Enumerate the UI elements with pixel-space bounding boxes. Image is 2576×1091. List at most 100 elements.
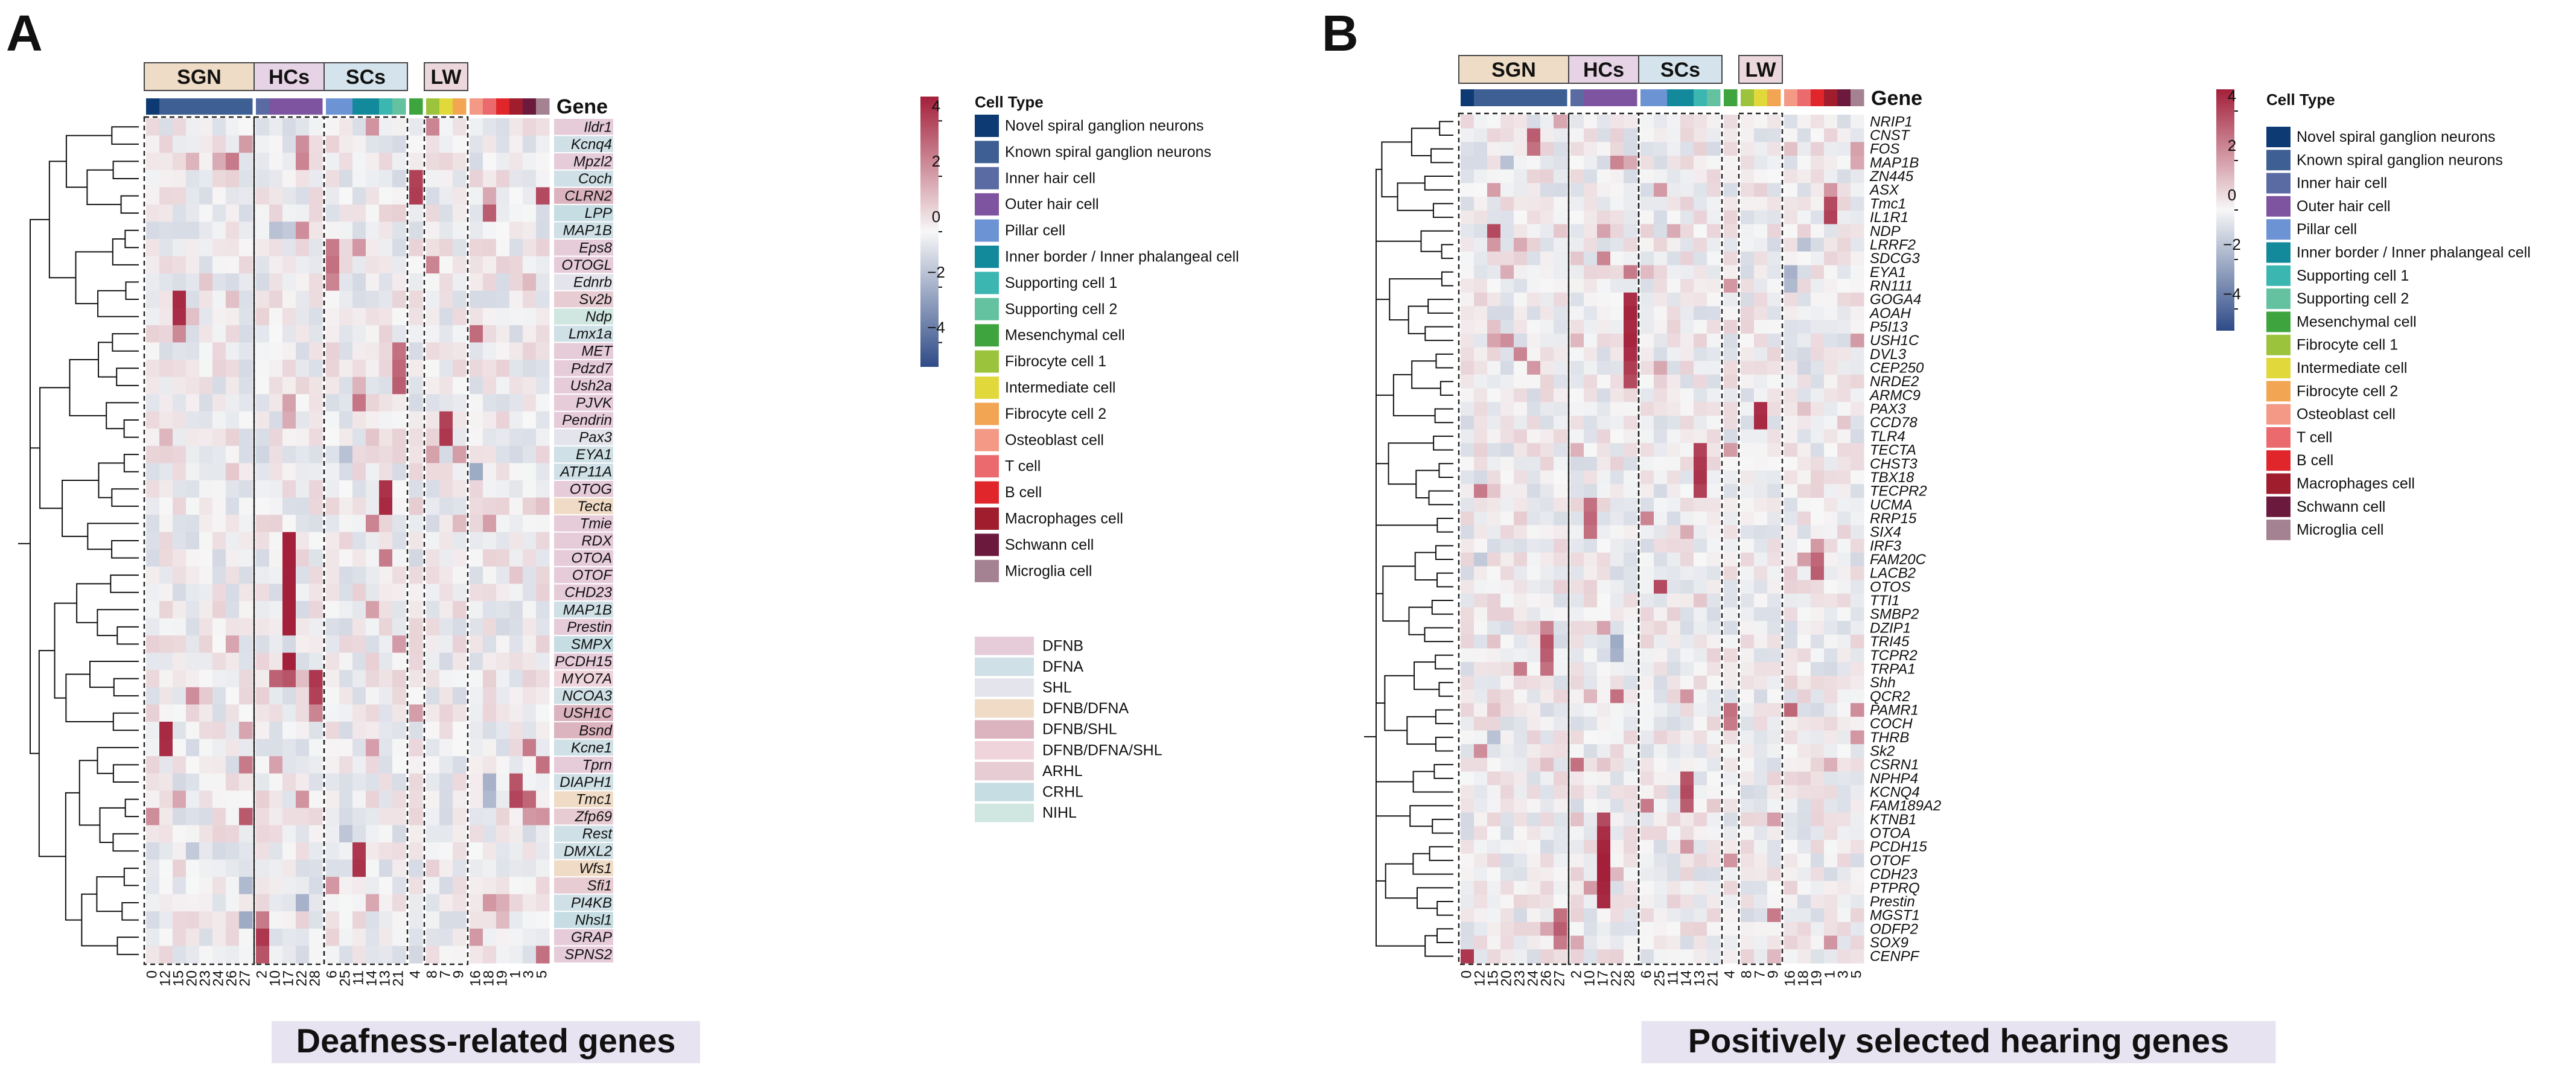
heatmap-cell [1724,224,1738,238]
heatmap-cell [1487,648,1501,663]
heatmap-cell [1707,115,1721,129]
heatmap-cell [296,825,310,843]
heatmap-cell [256,135,270,153]
heatmap-cell [199,394,213,412]
heatmap-cell [282,704,296,722]
heatmap-cell [426,360,440,378]
heatmap-cell [523,928,537,947]
heatmap-cell [1514,812,1528,827]
heatmap-cell [1584,634,1598,649]
heatmap-cell [269,342,283,360]
cluster-label: 3 [1835,970,1851,978]
heatmap-cell [1797,648,1811,663]
heatmap-cell [453,187,467,205]
heatmap-cell [509,549,523,567]
heatmap-cell [496,807,510,826]
heatmap-cell [1741,552,1755,567]
gene-label: Kcne1 [571,740,612,756]
heatmap-cell [379,722,393,740]
heatmap-cell [1514,730,1528,745]
heatmap-cell [1667,402,1681,416]
heatmap-cell [1554,429,1567,444]
heatmap-cell [392,652,406,670]
heatmap-cell [1754,798,1768,813]
heatmap-cell [523,463,537,481]
heatmap-cell [159,601,173,619]
heatmap-cell [1784,730,1798,745]
heatmap-cell [392,170,406,188]
heatmap-cell [1741,333,1755,348]
heatmap-cell [1624,333,1637,348]
heatmap-cell [339,256,353,274]
heatmap-cell [1624,921,1637,937]
heatmap-cell [226,463,240,481]
heatmap-cell [1767,867,1781,882]
heatmap-cell [1851,662,1864,676]
heatmap-cell [1554,169,1567,183]
heatmap-cell [1610,265,1624,279]
heatmap-cell [212,670,226,688]
heatmap-cell [1811,621,1825,635]
heatmap-cell [1754,744,1768,759]
heatmap-cell [1654,265,1668,279]
heatmap-cell [1741,621,1755,635]
heatmap-cell [1694,484,1707,498]
heatmap-cell [1474,757,1488,772]
heatmap-cell [1797,511,1811,526]
heatmap-cell [186,946,200,964]
heatmap-cell [339,170,353,188]
celltype-bar-cell [226,98,240,115]
heatmap-cell [269,670,283,688]
heatmap-cell [379,601,393,619]
heatmap-cell [239,325,253,343]
celltype-bar-cell [1500,89,1514,106]
heatmap-cell [1640,921,1654,937]
heatmap-cell [1707,812,1721,827]
heatmap-cell [536,497,550,515]
dendrogram-branch [1408,305,1429,334]
heatmap-cell [159,153,173,171]
heatmap-cell [1500,812,1514,827]
heatmap-cell [392,445,406,464]
panel-letter: B [1322,5,1359,62]
heatmap-cell [1851,374,1864,389]
heatmap-cell [1767,539,1781,553]
heatmap-cell [1584,867,1598,882]
gene-category-tag [554,291,613,308]
heatmap-cell [256,342,270,360]
heatmap-cell [1540,497,1554,512]
heatmap-cell [1707,443,1721,457]
heatmap-cell [1527,867,1541,882]
heatmap-cell [1597,757,1611,772]
gene-label: FOS [1870,141,1899,157]
heatmap-cell [366,670,380,688]
heatmap-cell [483,290,497,308]
heatmap-cell [239,928,253,947]
heatmap-cell [1514,292,1528,307]
heatmap-cell [1741,935,1755,950]
heatmap-cell [509,428,523,447]
heatmap-cell [379,652,393,670]
heatmap-cell [1527,880,1541,895]
heatmap-cell [226,756,240,774]
heatmap-cell [173,825,187,843]
heatmap-cell [1784,388,1798,402]
heatmap-cell [186,480,200,498]
heatmap-cell [199,532,213,550]
celltype-swatch [2266,196,2291,217]
heatmap-cell [173,549,187,567]
group-label: LW [431,66,462,89]
heatmap-cell [1584,497,1598,512]
heatmap-cell [1570,265,1584,279]
heatmap-cell [366,756,380,774]
heatmap-cell [1610,238,1624,252]
heatmap-cell [1584,935,1598,950]
heatmap-cell [379,342,393,360]
heatmap-cell [309,290,323,308]
heatmap-cell [1610,785,1624,800]
heatmap-cell [1487,156,1501,170]
heatmap-cell [309,566,323,585]
heatmap-cell [1474,361,1488,375]
heatmap-cell [1624,388,1637,402]
heatmap-cell [173,618,187,636]
